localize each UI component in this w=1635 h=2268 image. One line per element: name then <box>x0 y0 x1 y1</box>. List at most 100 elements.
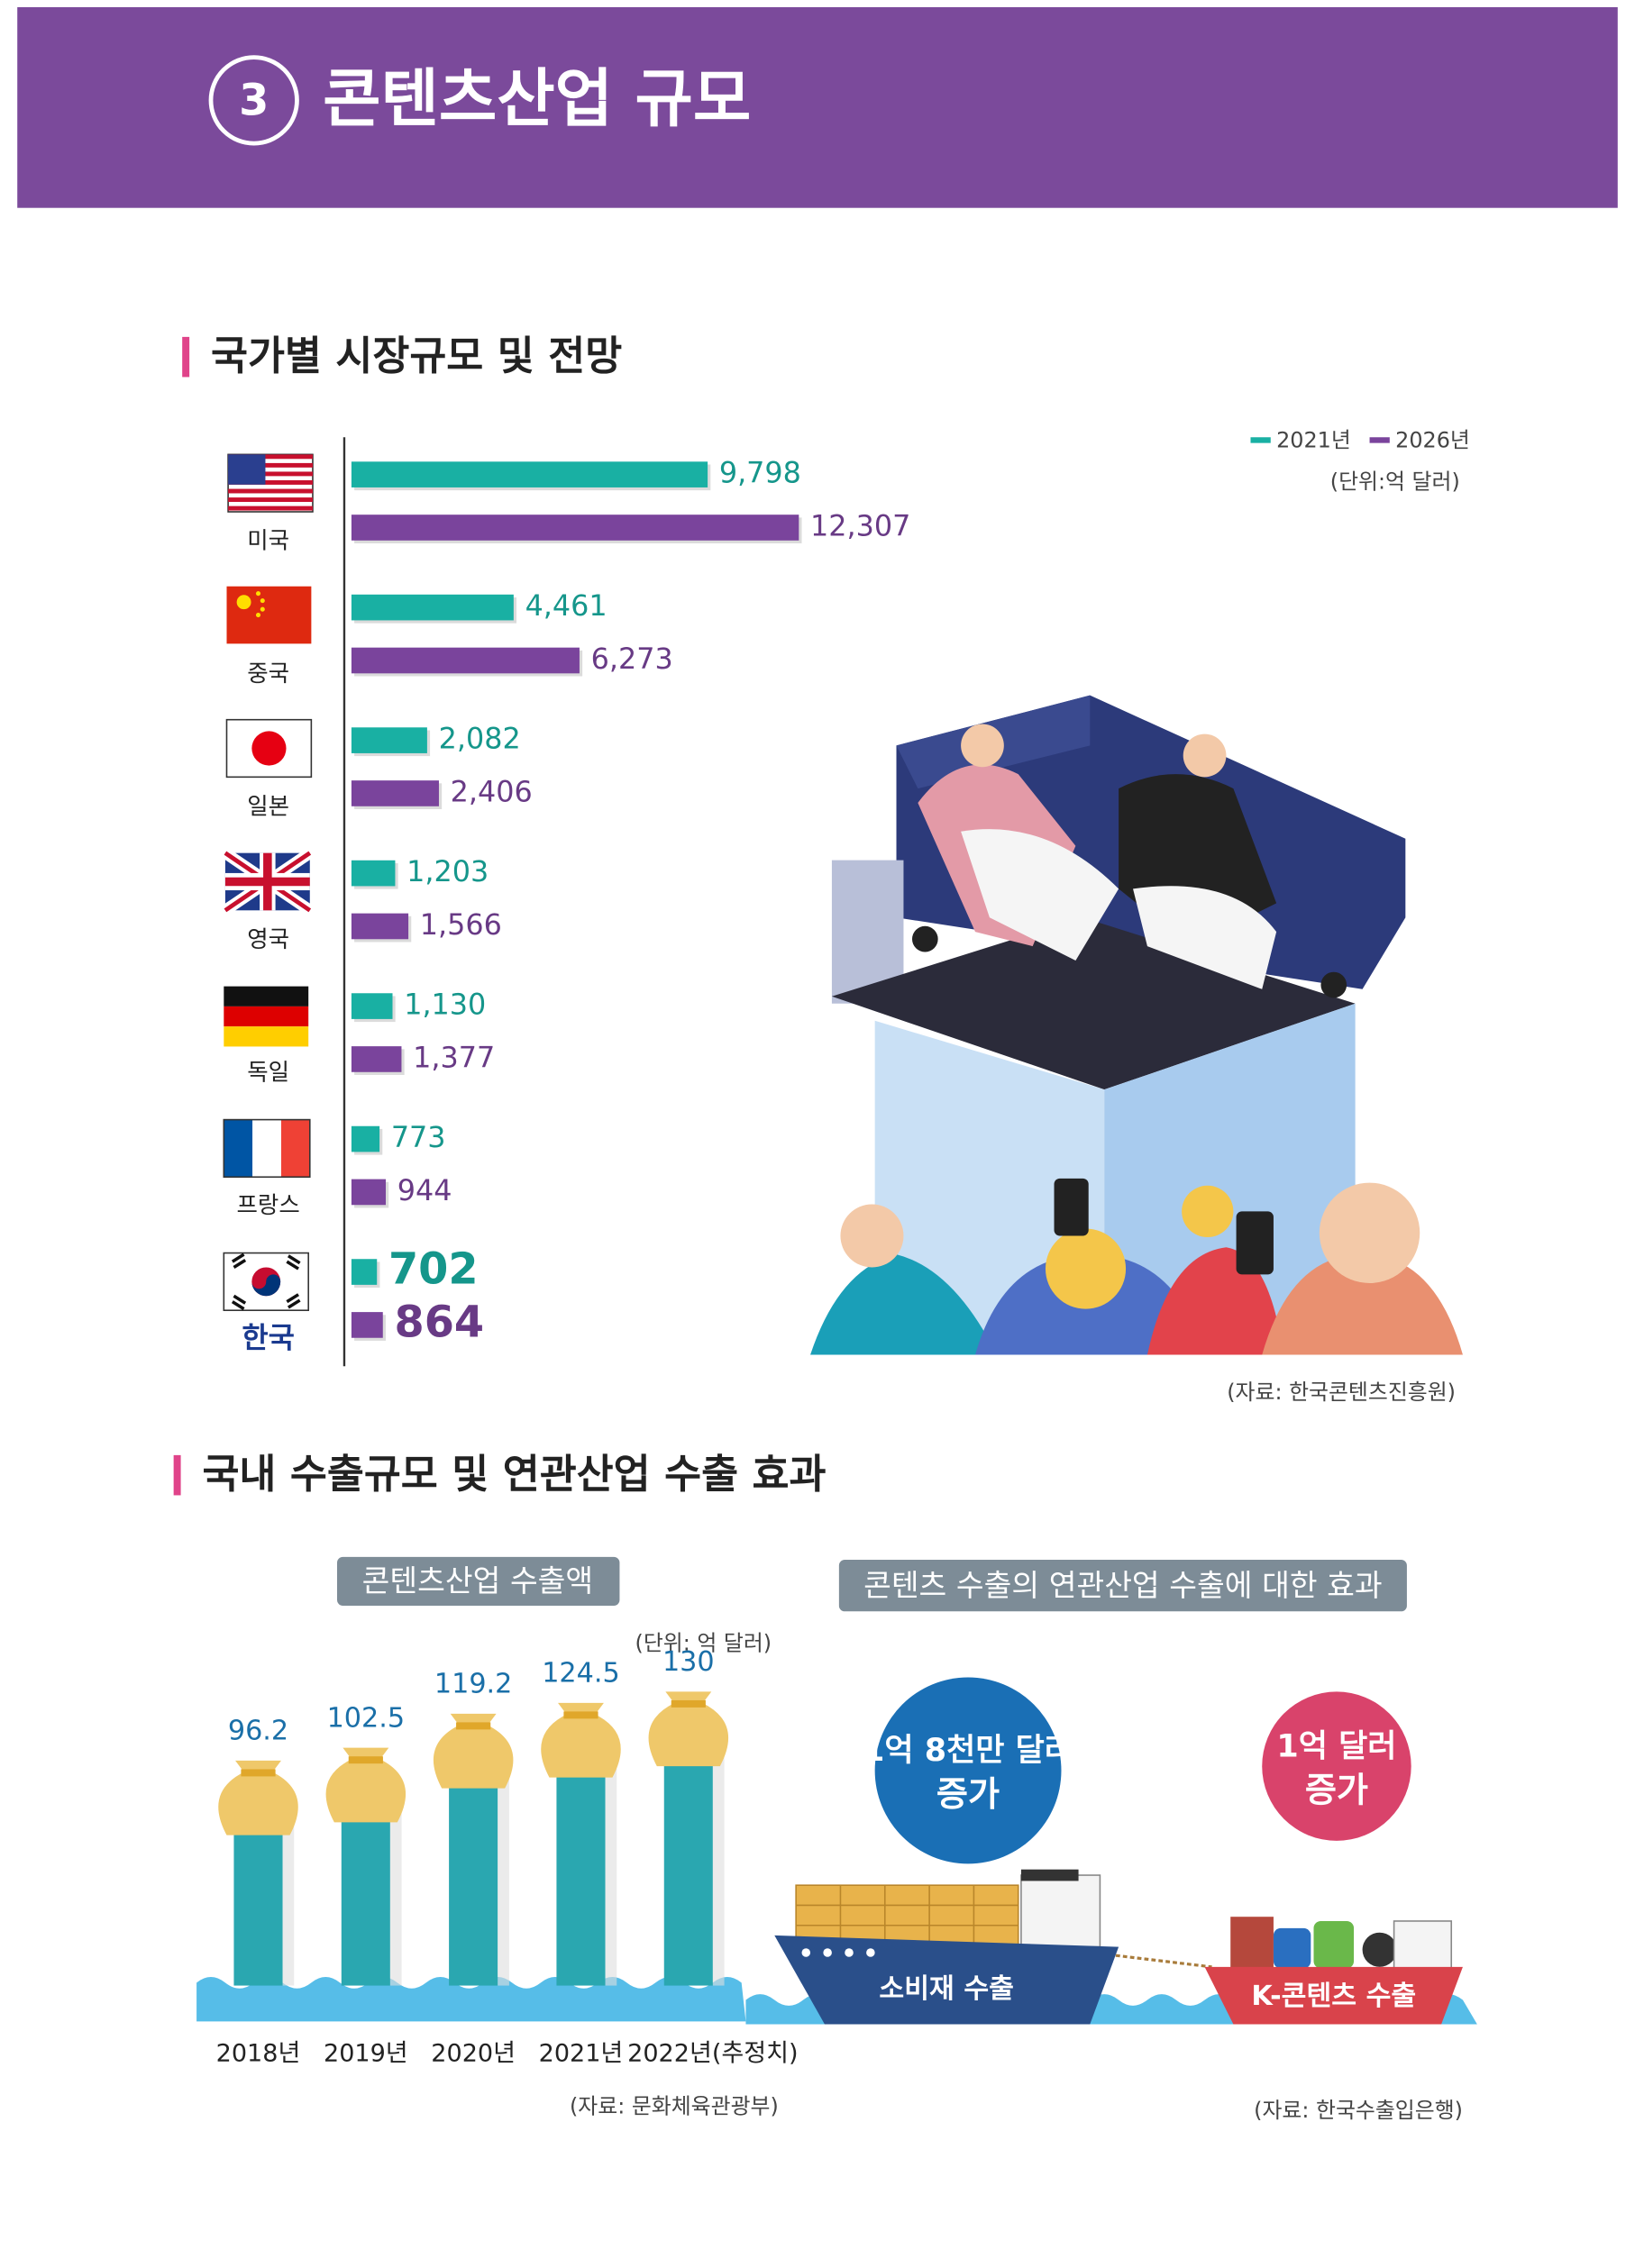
effect-change: 증가 <box>936 1775 1000 1815</box>
value-label: 2,082 <box>439 722 521 756</box>
bar <box>351 594 514 621</box>
source: (자료: 한국수출입은행) <box>1254 2098 1463 2123</box>
content-ship <box>1204 1917 1463 2025</box>
money-bag <box>325 1747 406 1823</box>
effect-amount: 1억 8천만 달러 <box>863 1733 1073 1769</box>
value-label: 1,566 <box>420 907 502 942</box>
bag-band <box>348 1756 383 1764</box>
ship-label: 소비재 수출 <box>879 1973 1014 2005</box>
legend-swatch <box>1369 437 1390 443</box>
header-badge <box>208 55 299 146</box>
category-label: 중국 <box>247 660 289 688</box>
value-label: 12,307 <box>810 508 910 542</box>
value-label: 1,130 <box>404 988 486 1022</box>
value-label: 6,273 <box>591 642 673 676</box>
flag-kr <box>223 1252 309 1311</box>
value-label: 102.5 <box>327 1702 406 1734</box>
bar <box>351 1125 380 1152</box>
value-label: 9,798 <box>719 456 801 490</box>
flag-uk <box>222 848 314 915</box>
value-label: 124.5 <box>542 1658 620 1690</box>
bar <box>351 515 799 541</box>
unit-label: (단위:억 달러) <box>1330 469 1460 495</box>
value-label: 944 <box>397 1173 452 1207</box>
money-bag <box>218 1760 298 1835</box>
effects-title: 콘텐츠 수출의 연관산업 수출에 대한 효과 <box>863 1568 1383 1603</box>
flag-fr <box>223 1118 311 1179</box>
column-shade <box>712 1735 725 1986</box>
bag-band <box>563 1711 598 1719</box>
flag-jp <box>225 718 313 779</box>
source: (자료: 문화체육관광부) <box>570 2093 779 2118</box>
column-shade <box>605 1745 617 1986</box>
column-shade <box>282 1803 295 1986</box>
flag-cn <box>226 586 312 644</box>
tow-rope <box>1115 1954 1212 1969</box>
category-label: 2021년 <box>539 2039 624 2067</box>
bar <box>351 1312 383 1338</box>
section-title: 국가별 시장규모 및 전망 <box>211 332 622 379</box>
value-label: 119.2 <box>434 1669 513 1700</box>
bar <box>351 993 393 1019</box>
bag-band <box>241 1769 276 1777</box>
money-bag <box>648 1691 729 1767</box>
bag-band <box>671 1699 706 1708</box>
category-label: 한국 <box>242 1320 295 1354</box>
legend-label: 2021년 <box>1276 428 1351 453</box>
section-title: 국내 수출규모 및 연관산업 수출 효과 <box>202 1451 826 1498</box>
value-label: 130 <box>662 1646 715 1678</box>
cargo-ship <box>774 1869 1119 2025</box>
bar <box>351 647 580 674</box>
subtitle-box <box>337 1556 620 1606</box>
money-bag <box>433 1713 514 1789</box>
money-bag <box>541 1702 621 1778</box>
value-label: 864 <box>394 1298 484 1347</box>
legend-label: 2026년 <box>1395 428 1470 453</box>
effect-change: 증가 <box>1305 1771 1368 1810</box>
source: (자료: 한국콘텐츠진흥원) <box>1227 1380 1456 1405</box>
category-label: 프랑스 <box>237 1192 300 1219</box>
concert-illustration <box>810 695 1463 1355</box>
value-label: 1,377 <box>413 1040 495 1074</box>
bar <box>351 913 409 940</box>
category-label: 독일 <box>247 1059 289 1086</box>
category-label: 2020년 <box>431 2039 516 2067</box>
effect-amount: 1억 달러 <box>1276 1728 1396 1764</box>
value-label: 773 <box>391 1120 446 1154</box>
bar <box>351 1046 402 1072</box>
bar <box>351 1179 386 1206</box>
chart-title: 콘텐츠산업 수출액 <box>362 1563 594 1599</box>
category-label: 2019년 <box>324 2039 408 2067</box>
ship-label: K-콘텐츠 수출 <box>1251 1981 1416 2012</box>
unit-label: (단위: 억 달러) <box>635 1630 772 1655</box>
value-label: 1,203 <box>406 854 489 888</box>
category-label: 미국 <box>247 527 289 554</box>
column-shade <box>498 1756 509 1986</box>
category-label: 영국 <box>247 926 289 953</box>
water <box>196 1977 746 2022</box>
value-label: 702 <box>388 1245 479 1295</box>
category-label: 2022년(추정치) <box>627 2039 798 2067</box>
flags <box>222 453 314 1311</box>
column-shade <box>389 1790 402 1986</box>
bar <box>351 1259 378 1285</box>
flag-us <box>227 453 314 513</box>
bag-band <box>456 1722 491 1730</box>
flag-de <box>224 986 309 1047</box>
category-label: 일본 <box>247 793 289 820</box>
section-marker <box>173 1454 181 1496</box>
category-label: 2018년 <box>216 2039 301 2067</box>
effect-circle <box>1262 1691 1411 1841</box>
bar <box>351 780 439 806</box>
legend-swatch <box>1250 437 1271 443</box>
bar <box>351 727 427 753</box>
bar <box>351 461 708 487</box>
section-marker <box>182 336 190 378</box>
bar <box>351 860 396 887</box>
value-label: 96.2 <box>228 1716 288 1747</box>
header-number: 3 <box>239 77 269 126</box>
effect-circle <box>874 1677 1062 1864</box>
subtitle-box <box>838 1560 1407 1612</box>
